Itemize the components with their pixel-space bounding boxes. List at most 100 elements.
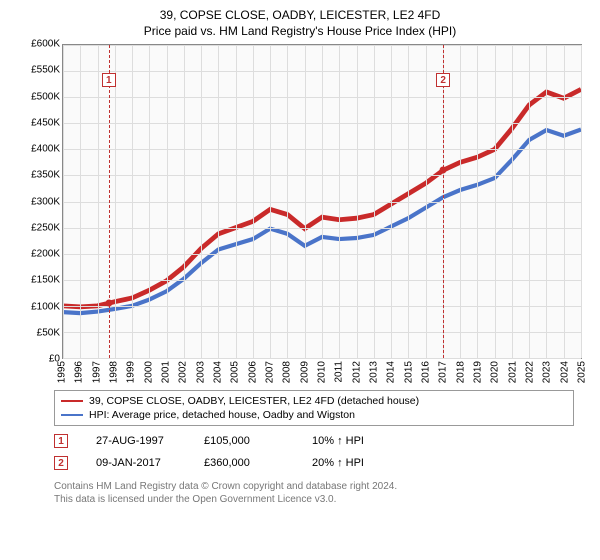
y-tick-label: £500K [31,91,60,102]
gridline-v [270,45,271,358]
x-tick-label: 2012 [351,361,362,383]
chart-subtitle: Price paid vs. HM Land Registry's House … [12,24,588,38]
gridline-v [149,45,150,358]
footer: Contains HM Land Registry data © Crown c… [54,480,574,506]
gridline-v [236,45,237,358]
gridline-v [115,45,116,358]
legend-swatch [61,400,83,402]
marker-delta: 10% ↑ HPI [312,435,392,447]
marker-row: 1 27-AUG-1997 £105,000 10% ↑ HPI [54,430,574,452]
x-tick-label: 2003 [195,361,206,383]
x-tick-label: 2010 [317,361,328,383]
y-tick-label: £150K [31,275,60,286]
x-tick-label: 2017 [438,361,449,383]
marker-badge: 1 [102,73,116,87]
x-tick-label: 2009 [299,361,310,383]
gridline-v [357,45,358,358]
y-tick-label: £600K [31,39,60,50]
x-tick-label: 2016 [421,361,432,383]
x-tick-label: 2004 [213,361,224,383]
gridline-v [305,45,306,358]
x-tick-label: 2013 [369,361,380,383]
y-axis: £0£50K£100K£150K£200K£250K£300K£350K£400… [22,44,62,384]
gridline-v [167,45,168,358]
gridline-v [495,45,496,358]
x-tick-label: 2015 [403,361,414,383]
chart-container: 39, COPSE CLOSE, OADBY, LEICESTER, LE2 4… [0,0,600,510]
marker-row: 2 09-JAN-2017 £360,000 20% ↑ HPI [54,452,574,474]
gridline-v [253,45,254,358]
gridline-v [132,45,133,358]
footer-line: Contains HM Land Registry data © Crown c… [54,480,574,493]
y-tick-label: £400K [31,144,60,155]
gridline-v [63,45,64,358]
marker-price: £360,000 [204,457,284,469]
y-tick-label: £350K [31,170,60,181]
x-axis: 1995199619971998199920002001200220032004… [62,359,582,384]
x-tick-label: 2018 [455,361,466,383]
x-tick-label: 1999 [126,361,137,383]
marker-date: 27-AUG-1997 [96,435,176,447]
marker-line [109,45,110,358]
gridline-v [218,45,219,358]
gridline-v [374,45,375,358]
gridline-v [184,45,185,358]
y-tick-label: £450K [31,117,60,128]
gridline-v [201,45,202,358]
legend-row: 39, COPSE CLOSE, OADBY, LEICESTER, LE2 4… [61,394,567,408]
x-tick-label: 2021 [507,361,518,383]
footer-line: This data is licensed under the Open Gov… [54,493,574,506]
x-tick-label: 2014 [386,361,397,383]
marker-id: 2 [54,456,68,470]
x-tick-label: 2020 [490,361,501,383]
x-tick-label: 2007 [265,361,276,383]
chart-title: 39, COPSE CLOSE, OADBY, LEICESTER, LE2 4… [12,8,588,22]
marker-delta: 20% ↑ HPI [312,457,392,469]
gridline-v [581,45,582,358]
gridline-v [460,45,461,358]
x-tick-label: 2001 [161,361,172,383]
gridline-v [80,45,81,358]
gridline-v [391,45,392,358]
markers-table: 1 27-AUG-1997 £105,000 10% ↑ HPI 2 09-JAN-201… [54,430,574,474]
x-tick-label: 1998 [109,361,120,383]
marker-line [443,45,444,358]
legend-label: HPI: Average price, detached house, Oadb… [89,409,355,421]
x-tick-label: 2022 [525,361,536,383]
marker-dot [105,300,112,307]
x-tick-label: 2008 [282,361,293,383]
gridline-v [529,45,530,358]
gridline-v [564,45,565,358]
gridline-v [322,45,323,358]
x-tick-label: 2005 [230,361,241,383]
marker-price: £105,000 [204,435,284,447]
marker-id: 1 [54,434,68,448]
x-tick-label: 2024 [559,361,570,383]
gridline-v [98,45,99,358]
y-tick-label: £550K [31,65,60,76]
x-tick-label: 2006 [247,361,258,383]
legend: 39, COPSE CLOSE, OADBY, LEICESTER, LE2 4… [54,390,574,426]
gridline-v [287,45,288,358]
x-tick-label: 2011 [334,361,345,383]
gridline-v [512,45,513,358]
legend-label: 39, COPSE CLOSE, OADBY, LEICESTER, LE2 4… [89,395,419,407]
marker-date: 09-JAN-2017 [96,457,176,469]
x-tick-label: 1995 [57,361,68,383]
x-tick-label: 1997 [91,361,102,383]
x-tick-label: 2002 [178,361,189,383]
gridline-v [546,45,547,358]
legend-row: HPI: Average price, detached house, Oadb… [61,408,567,422]
x-tick-label: 2019 [473,361,484,383]
gridline-v [408,45,409,358]
x-tick-label: 2000 [143,361,154,383]
x-tick-label: 1996 [74,361,85,383]
gridline-v [477,45,478,358]
marker-dot [440,167,447,174]
y-tick-label: £100K [31,301,60,312]
legend-swatch [61,414,83,416]
title-block: 39, COPSE CLOSE, OADBY, LEICESTER, LE2 4… [12,8,588,38]
y-tick-label: £200K [31,249,60,260]
y-tick-label: £300K [31,196,60,207]
plot-inner: 12 [62,44,582,359]
